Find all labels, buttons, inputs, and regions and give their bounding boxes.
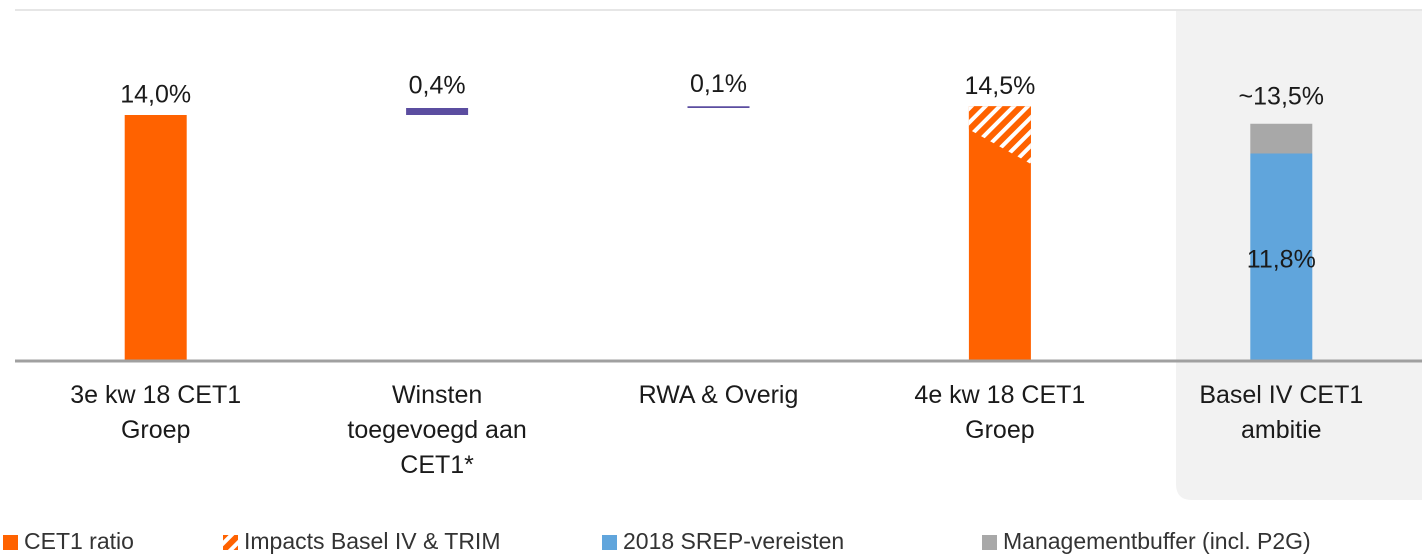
data-label: 14,5% [964, 72, 1035, 100]
data-label: 11,8% [1247, 245, 1316, 273]
marks: 14,0% 0,4% 0,1% 14,5% 11,8% ~13,5% [120, 70, 1324, 360]
legend: CET1 ratio Impacts Basel IV & TRIM 2018 SR… [3, 528, 1311, 554]
hatched-segment [968, 106, 1031, 164]
legend-swatch [3, 535, 18, 550]
legend-label: Impacts Basel IV & TRIM [244, 528, 500, 554]
x-tick-label: Basel IV CET1 ambitie [1199, 381, 1364, 444]
x-tick-label: RWA & Overig [638, 381, 799, 409]
bar [1250, 153, 1313, 360]
legend-label: 2018 SREP-vereisten [623, 528, 844, 554]
bar-segment [1250, 123, 1313, 154]
x-tick-label: 4e kw 18 CET1 Groep [914, 381, 1086, 444]
increment-bar [687, 106, 750, 108]
bar [124, 115, 187, 360]
legend-swatch [223, 535, 238, 550]
legend-label: Managementbuffer (incl. P2G) [1003, 528, 1311, 554]
x-tick-label: Winsten toegevoegd aan CET1* [347, 381, 527, 479]
increment-bar [406, 108, 469, 115]
x-tick-label: 3e kw 18 CET1 Groep [70, 381, 242, 444]
data-label: 0,4% [409, 72, 466, 100]
legend-label: CET1 ratio [24, 528, 134, 554]
legend-swatch [602, 535, 617, 550]
data-label: 0,1% [690, 70, 747, 98]
total-label: ~13,5% [1239, 82, 1325, 110]
legend-swatch [982, 535, 997, 550]
data-label: 14,0% [120, 81, 191, 109]
